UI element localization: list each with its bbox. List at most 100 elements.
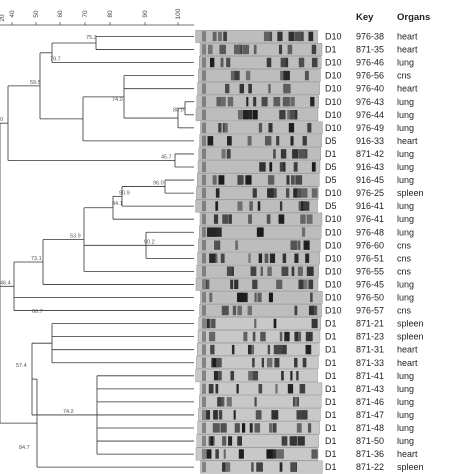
sample-day: D1	[325, 410, 337, 420]
node-similarity-label: 59.5	[30, 80, 41, 86]
gel-lanes	[195, 30, 323, 474]
sample-organ: lung	[397, 58, 414, 68]
header-organs: Organs	[397, 12, 430, 23]
sample-key: 871-48	[356, 423, 384, 433]
sample-organ: spleen	[397, 332, 424, 342]
scale-tick-label: 80	[107, 10, 114, 18]
sample-day: D10	[325, 279, 342, 289]
node-similarity-label: 74.2	[63, 409, 74, 415]
node-similarity-label: 46.4	[0, 280, 11, 286]
sample-organ: heart	[397, 32, 418, 42]
sample-day: D1	[325, 332, 337, 342]
sample-day: D5	[325, 201, 337, 211]
gel-lane	[195, 30, 318, 43]
sample-organ: lung	[397, 371, 414, 381]
sample-key: 871-43	[356, 384, 384, 394]
gel-lane	[198, 225, 322, 239]
gel-lane	[200, 121, 323, 135]
sample-organ: cns	[397, 266, 412, 276]
sample-day: D1	[325, 423, 337, 433]
scale-tick-label: 50	[33, 10, 40, 18]
sample-key: 916-41	[356, 201, 384, 211]
node-similarity-label: 79.7	[50, 57, 61, 63]
gel-lane	[197, 421, 320, 435]
sample-organ: spleen	[397, 188, 424, 198]
sample-key: 976-57	[356, 306, 384, 316]
sample-day: D1	[325, 358, 337, 368]
gel-lane	[195, 199, 318, 213]
gel-lane	[198, 56, 322, 69]
gel-lane	[197, 330, 321, 343]
gel-lane	[197, 160, 321, 174]
sample-day: D5	[325, 175, 337, 185]
node-similarity-label: 66.7	[32, 309, 43, 315]
sample-organ: heart	[397, 449, 418, 459]
sample-day: D10	[325, 58, 342, 68]
sample-key: 871-22	[356, 462, 384, 472]
node-similarity-label: 84.1	[112, 201, 123, 207]
sample-day: D10	[325, 32, 342, 42]
node-labels: 75.3 79.7 59.5 88.0 74.0 0 45.7 96.0 90.9 84.1 53.…	[0, 35, 184, 451]
gel-lane	[199, 382, 323, 396]
sample-key: 976-51	[356, 253, 384, 263]
sample-key: 871-23	[356, 332, 384, 342]
sample-day: D1	[325, 45, 337, 55]
sample-organ: lung	[397, 123, 414, 133]
gel-lane	[195, 447, 319, 461]
scale-tick-label: 100	[175, 8, 182, 19]
gel-lane	[199, 212, 323, 226]
node-similarity-label: 74.0	[112, 97, 123, 103]
sample-key: 871-41	[356, 371, 384, 381]
node-similarity-label: 45.7	[161, 154, 172, 160]
sample-key: 976-60	[356, 240, 384, 250]
sample-day: D1	[325, 319, 337, 329]
sample-key: 976-40	[356, 84, 384, 94]
sample-day: D10	[325, 253, 342, 263]
node-similarity-label: 57.4	[16, 363, 27, 369]
sample-organ: cns	[397, 306, 412, 316]
sample-day: D1	[325, 462, 337, 472]
gel-lane	[197, 251, 320, 265]
sample-day: D10	[325, 110, 342, 120]
gel-lane	[195, 369, 318, 383]
node-similarity-label: 75.3	[86, 35, 97, 41]
sample-key: 916-45	[356, 175, 384, 185]
node-similarity-label: 90.9	[119, 190, 130, 196]
gel-lane	[196, 186, 319, 200]
gel-lane	[196, 173, 320, 187]
sample-key: 871-31	[356, 345, 384, 355]
sample-organ: lung	[397, 436, 414, 446]
sample-organ: heart	[397, 84, 418, 94]
gel-lane	[200, 460, 323, 474]
sample-organ: lung	[397, 410, 414, 420]
gel-lane	[198, 395, 322, 409]
sample-key: 976-25	[356, 188, 384, 198]
sample-organ: heart	[397, 45, 418, 55]
sample-organ: lung	[397, 214, 414, 224]
sample-organ: lung	[397, 423, 414, 433]
gel-lane	[198, 238, 321, 252]
sample-organ: lung	[397, 110, 414, 120]
gel-lane	[200, 291, 323, 304]
sample-organ: lung	[397, 162, 414, 172]
sample-organ: lung	[397, 175, 414, 185]
sample-day: D1	[325, 345, 337, 355]
sample-day: D1	[325, 397, 337, 407]
gel-lane	[198, 69, 321, 82]
gel-lane	[196, 356, 319, 370]
sample-day: D10	[325, 71, 342, 81]
sample-day: D1	[325, 384, 337, 394]
gel-lane	[196, 95, 320, 109]
sample-day: D5	[325, 136, 337, 146]
gel-lane	[199, 134, 322, 148]
sample-day: D10	[325, 188, 342, 198]
sample-key: 976-56	[356, 71, 384, 81]
sample-key: 976-55	[356, 266, 384, 276]
sample-organ: heart	[397, 358, 418, 368]
sample-day: D1	[325, 371, 337, 381]
node-similarity-label: 90.2	[144, 239, 155, 245]
sample-key: 871-21	[356, 319, 384, 329]
gel-lane	[195, 108, 319, 122]
sample-key: 916-33	[356, 136, 384, 146]
sample-day: D10	[325, 293, 342, 303]
